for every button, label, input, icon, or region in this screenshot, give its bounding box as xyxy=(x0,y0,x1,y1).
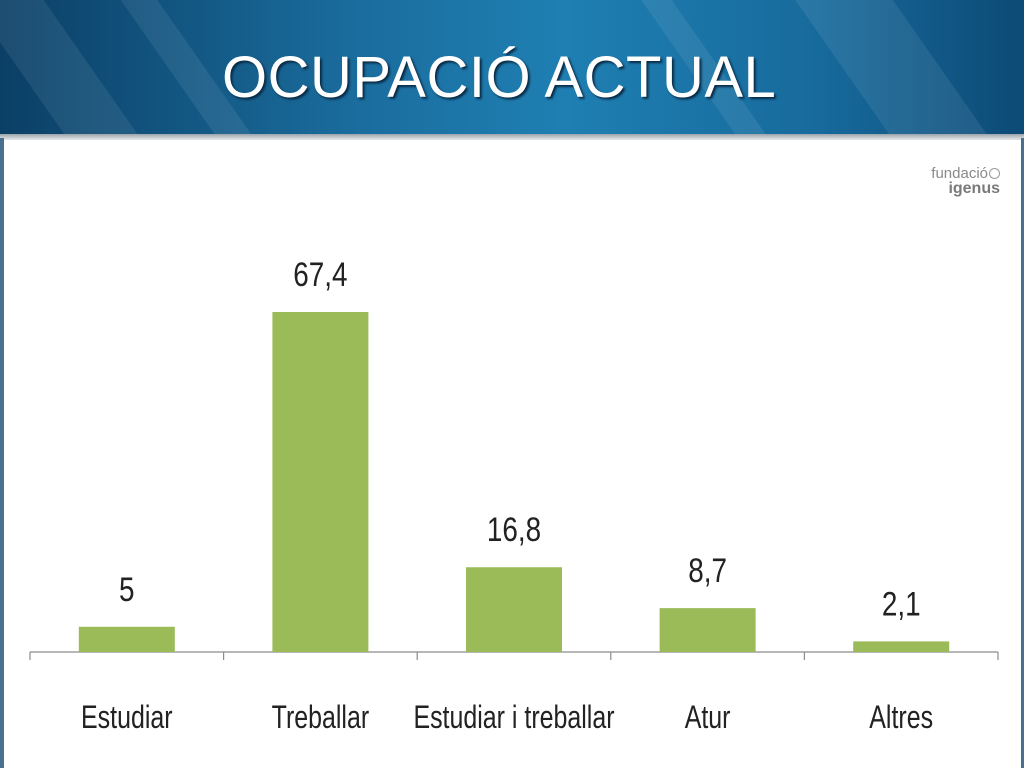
data-label: 8,7 xyxy=(688,551,727,589)
logo-ring-icon xyxy=(989,168,1000,180)
category-label: Estudiar i treballar xyxy=(413,700,614,736)
fundacio-igenus-logo: fundació igenus xyxy=(918,165,1000,197)
data-label: 16,8 xyxy=(487,511,541,549)
bar-estudiar-i-treballar xyxy=(466,567,562,652)
data-label: 5 xyxy=(119,570,135,608)
logo-line2: igenus xyxy=(948,180,1000,197)
data-label: 67,4 xyxy=(293,255,347,293)
data-label: 2,1 xyxy=(882,585,921,623)
category-label: Altres xyxy=(869,700,933,736)
category-label: Estudiar xyxy=(81,700,173,736)
slide-header xyxy=(0,0,1024,138)
bar-atur xyxy=(659,608,756,652)
logo-line1: fundació xyxy=(931,165,988,182)
bar-treballar xyxy=(272,312,369,652)
bar-altres xyxy=(853,641,950,652)
category-label: Atur xyxy=(685,700,731,736)
bar-estudiar xyxy=(78,626,175,652)
slide-frame-left xyxy=(0,138,4,768)
page-title: OCUPACIÓ ACTUAL xyxy=(222,45,777,110)
header-divider xyxy=(0,134,1024,140)
category-label: Treballar xyxy=(272,700,370,736)
slide-frame-right xyxy=(1021,138,1024,768)
